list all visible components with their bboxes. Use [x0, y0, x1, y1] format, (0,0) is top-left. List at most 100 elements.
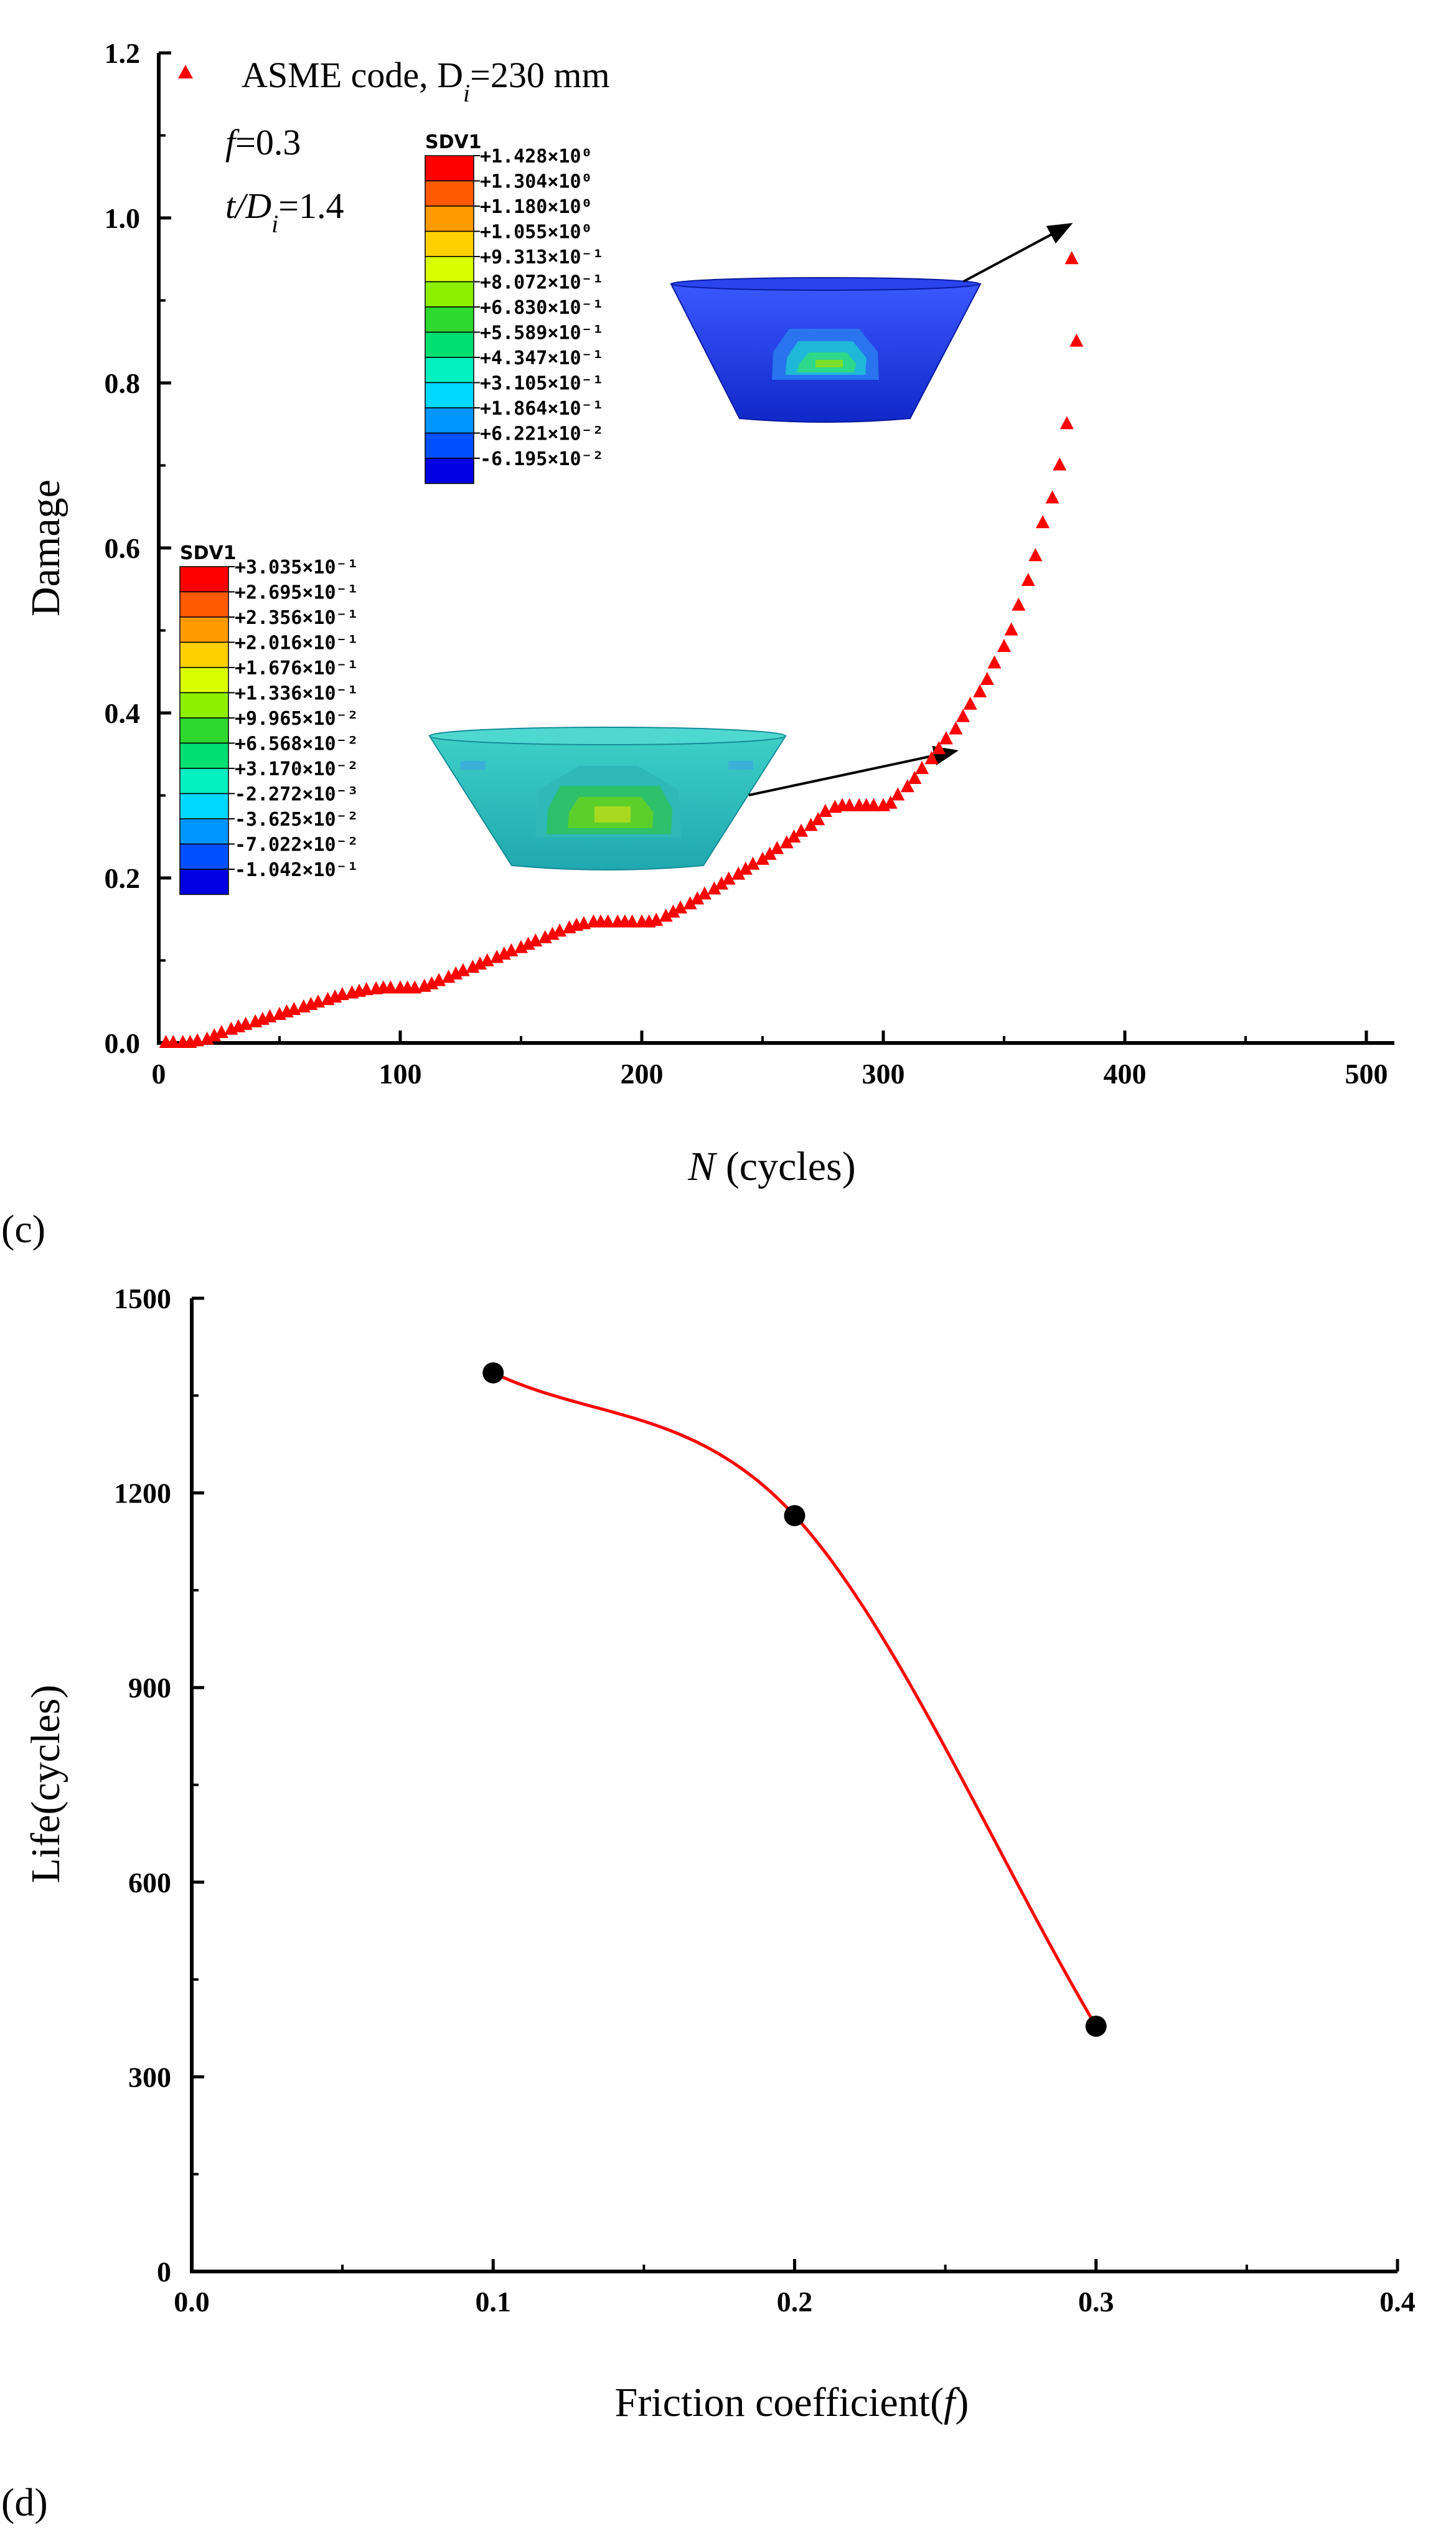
colorbar-swatch	[179, 692, 229, 719]
data-point-triangle	[997, 639, 1011, 652]
data-point-triangle	[939, 731, 953, 745]
data-point-triangle	[528, 933, 543, 947]
colorbar-end-of-life: SDV1 +1.428×10⁰ +1.304×10⁰ +1.180×10⁰ +1.05…	[425, 131, 604, 484]
data-point-triangle	[214, 1025, 228, 1039]
data-point-triangle	[456, 963, 470, 976]
y-tick-label: 0	[157, 2256, 171, 2288]
colorbar-swatch	[425, 205, 474, 232]
colorbar-label: +1.428×10⁰	[480, 146, 593, 167]
data-point-triangle	[707, 881, 721, 895]
y-tick-label: 0.0	[105, 1027, 141, 1059]
colorbar-title: SDV1	[180, 542, 237, 564]
data-point-triangle	[1028, 548, 1043, 562]
colorbar-title: SDV1	[425, 131, 482, 153]
colorbar-label: +4.347×10⁻¹	[480, 347, 604, 369]
data-point-triangle	[659, 908, 673, 922]
damage-data-points	[159, 251, 1084, 1048]
data-point-triangle	[842, 798, 857, 811]
y-tick-label: 1.0	[105, 202, 141, 234]
y-tick-label: 0.2	[105, 862, 141, 894]
legend-marker-triangle	[178, 65, 193, 78]
colorbar-swatch	[425, 357, 474, 384]
colorbar-swatch	[179, 566, 229, 593]
data-point-triangle	[756, 851, 769, 865]
data-point-triangle	[697, 886, 712, 900]
colorbar-label: +1.676×10⁻¹	[235, 658, 359, 679]
data-point-triangle	[794, 823, 809, 837]
colorbar-swatch	[425, 180, 474, 207]
data-point-triangle	[207, 1028, 222, 1042]
damage-chart: 0.0 0.2 0.4 0.6 0.8 1.0 1.2 0 100 200 300 400 500 D…	[23, 37, 1394, 1189]
colorbar-swatch	[179, 667, 229, 694]
data-point-triangle	[666, 904, 680, 918]
data-point-circle	[784, 1505, 805, 1527]
data-point-triangle	[497, 946, 511, 960]
data-point-triangle	[521, 936, 535, 950]
data-point-triangle	[553, 923, 567, 937]
colorbar-swatch	[425, 281, 474, 308]
colorbar-label: +8.072×10⁻¹	[480, 272, 604, 294]
data-point-triangle	[601, 914, 615, 928]
colorbar-swatch	[179, 768, 229, 795]
data-point-triangle	[915, 761, 929, 775]
x-tick-label: 0.2	[777, 2286, 813, 2318]
colorbar-swatch	[179, 818, 229, 845]
data-point-triangle	[1021, 573, 1035, 586]
x-tick-label: 0.0	[174, 2286, 210, 2318]
data-point-triangle	[683, 896, 697, 910]
data-point-triangle	[900, 779, 914, 793]
data-point-triangle	[715, 876, 729, 890]
data-point-triangle	[956, 709, 970, 722]
data-point-triangle	[1036, 515, 1050, 529]
x-tick-label: 0.1	[476, 2286, 512, 2318]
y-tick-label: 0.4	[105, 697, 141, 729]
x-tick-label: 100	[379, 1058, 422, 1090]
data-point-triangle	[238, 1016, 253, 1030]
data-point-triangle	[963, 696, 977, 710]
colorbar-label: +3.035×10⁻¹	[235, 557, 359, 578]
colorbar-label: +3.170×10⁻²	[235, 758, 359, 780]
data-point-triangle	[625, 914, 639, 928]
data-point-triangle	[770, 841, 784, 854]
data-point-triangle	[908, 771, 922, 784]
data-point-triangle	[1012, 597, 1026, 611]
data-point-triangle	[576, 916, 591, 930]
data-point-triangle	[466, 960, 480, 973]
y-tick-label: 1.2	[105, 37, 141, 69]
data-point-triangle	[721, 871, 736, 885]
data-point-triangle	[804, 818, 818, 831]
colorbar-label: +1.180×10⁰	[480, 196, 593, 218]
colorbar-label: +5.589×10⁻¹	[480, 323, 604, 344]
colorbar-label: +2.695×10⁻¹	[235, 582, 359, 604]
data-point-triangle	[1045, 490, 1059, 504]
data-point-triangle	[490, 950, 504, 963]
data-point-triangle	[1059, 416, 1074, 430]
data-point-triangle	[441, 969, 456, 983]
damage-legend: ASME code, Di=230 mm f=0.3 t/Di=1.4	[178, 55, 610, 238]
data-point-triangle	[1004, 622, 1018, 636]
damage-y-tick-labels: 0.0 0.2 0.4 0.6 0.8 1.0 1.2	[105, 37, 141, 1059]
y-tick-label: 0.6	[105, 532, 141, 564]
data-point-triangle	[883, 795, 898, 809]
colorbar-label: +2.016×10⁻¹	[235, 633, 359, 654]
data-point-triangle	[987, 655, 1002, 669]
y-tick-label: 1200	[114, 1478, 171, 1509]
data-point-triangle	[200, 1031, 214, 1045]
data-point-circle	[482, 1362, 504, 1384]
data-point-triangle	[335, 987, 349, 1001]
y-tick-label: 0.8	[105, 367, 141, 399]
data-point-triangle	[545, 927, 560, 940]
data-point-triangle	[649, 912, 664, 926]
colorbar-label: +1.336×10⁻¹	[235, 683, 359, 705]
data-point-triangle	[746, 856, 760, 870]
fe-contour-model-end-of-life	[670, 277, 982, 423]
data-point-triangle	[932, 741, 946, 755]
life-chart: 0 300 600 900 1200 1500 0.0 0.1 0.2 0.3 0.4 Life(…	[23, 1283, 1416, 2425]
y-tick-label: 600	[128, 1867, 171, 1899]
x-tick-label: 0.4	[1379, 2286, 1416, 2318]
panel-label-d: (d)	[1, 2480, 48, 2524]
colorbar-swatch	[179, 591, 229, 618]
data-point-triangle	[973, 684, 987, 697]
colorbar-swatch	[425, 432, 474, 459]
